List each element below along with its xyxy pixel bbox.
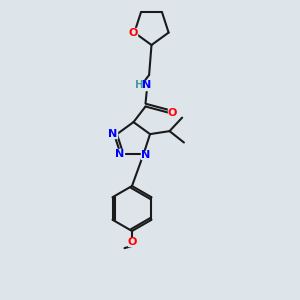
- Text: N: N: [108, 129, 118, 139]
- Text: H: H: [135, 80, 144, 91]
- Bar: [168, 108, 177, 117]
- Bar: [115, 149, 124, 158]
- Bar: [129, 28, 137, 37]
- Text: N: N: [115, 148, 124, 159]
- Text: O: O: [127, 237, 137, 247]
- Bar: [128, 238, 136, 246]
- Bar: [109, 130, 117, 138]
- Text: O: O: [168, 107, 177, 118]
- Text: N: N: [142, 80, 152, 91]
- Bar: [141, 151, 149, 159]
- Text: O: O: [128, 28, 138, 38]
- Text: N: N: [141, 150, 150, 160]
- Bar: [133, 81, 150, 90]
